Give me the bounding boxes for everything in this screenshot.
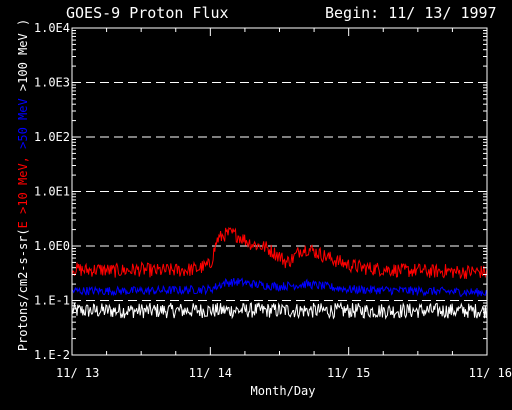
y-axis-ticks: 1.0E4 1.0E3 1.0E2 1.0E1 1.0E0 1.E-1 1.E-2 xyxy=(34,21,487,362)
y-tick-label: 1.0E3 xyxy=(34,76,70,90)
y-tick-label: 1.0E2 xyxy=(34,130,70,144)
series-layer xyxy=(71,226,488,320)
x-tick-label: 11/ 16 xyxy=(469,366,512,380)
y-tick-label: 1.0E1 xyxy=(34,185,70,199)
series-gt100-line xyxy=(71,301,488,320)
y-tick-label: 1.E-1 xyxy=(34,294,70,308)
x-axis-ticks: 11/ 13 11/ 14 11/ 15 11/ 16 xyxy=(56,28,512,380)
y-tick-label: 1.0E0 xyxy=(34,239,70,253)
x-axis-label: Month/Day xyxy=(250,384,315,398)
chart-begin-date: Begin: 11/ 13/ 1997 xyxy=(325,4,497,22)
series-gt10-line xyxy=(71,226,488,279)
y-axis-label-part: >100 MeV ) xyxy=(16,19,30,91)
y-axis-label: Protons/cm2-s-sr(E >10 MeV, >50 MeV >100… xyxy=(16,19,30,351)
y-tick-label: 1.E-2 xyxy=(34,348,70,362)
y-tick-label: 1.0E4 xyxy=(34,21,70,35)
y-axis-label-part: >50 MeV xyxy=(16,91,30,149)
y-axis-label-part: E >10 MeV, xyxy=(16,149,30,228)
chart-title: GOES-9 Proton Flux xyxy=(66,4,229,22)
x-tick-label: 11/ 13 xyxy=(56,366,99,380)
series-gt50-line xyxy=(71,277,488,297)
x-tick-label: 11/ 14 xyxy=(189,366,232,380)
y-axis-label-part: Protons/cm2-s-sr( xyxy=(16,228,30,351)
x-tick-label: 11/ 15 xyxy=(327,366,370,380)
